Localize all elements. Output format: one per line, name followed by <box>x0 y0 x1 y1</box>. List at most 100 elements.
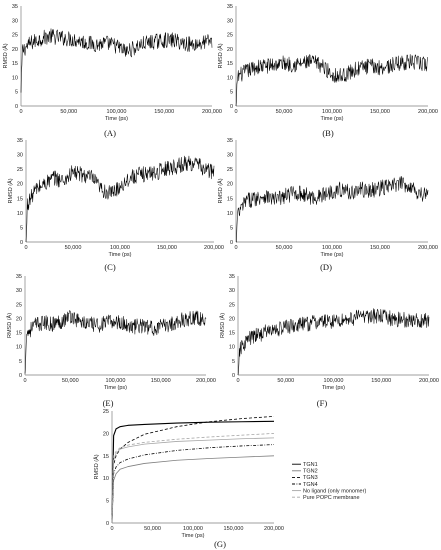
y-tick-label: 20 <box>227 47 233 53</box>
chart-panel-d: 0 5 10 15 20 25 30 35 0 50,000 100,000 150,000 200,0… <box>217 138 438 272</box>
y-tick-label: 30 <box>16 288 22 294</box>
x-tick-label: 150,000 <box>154 109 174 115</box>
y-axis-title: RMSD (Å) <box>6 313 13 338</box>
x-tick-label: 200,000 <box>418 245 438 251</box>
y-tick-label: 15 <box>103 454 109 460</box>
panel-label: (E) <box>103 398 114 408</box>
y-tick-label: 35 <box>16 274 22 280</box>
x-tick-label: 150,000 <box>371 378 391 384</box>
y-tick-label: 15 <box>227 196 233 202</box>
x-tick-label: 200,000 <box>419 378 439 384</box>
x-tick-label: 0 <box>110 526 113 532</box>
y-tick-label: 25 <box>227 167 233 173</box>
y-tick-label: 10 <box>103 476 109 482</box>
chart-panel-f: 0 5 10 15 20 25 30 35 0 50,000 100,000 150,000 200,0… <box>219 274 439 408</box>
x-axis-title: Time (ps) <box>105 116 128 122</box>
rmsd-series-line <box>24 310 207 374</box>
y-tick-label: 30 <box>227 18 233 24</box>
y-tick-label: 35 <box>229 274 235 280</box>
y-tick-label: 10 <box>227 75 233 81</box>
x-tick-label: 50,000 <box>60 109 77 115</box>
legend-entry: TGN3 <box>303 475 318 481</box>
series-line-tgn1 <box>111 420 275 524</box>
legend-entry: TGN1 <box>303 462 318 468</box>
y-tick-label: 0 <box>19 373 22 379</box>
y-tick-label: 20 <box>16 316 22 322</box>
y-tick-label: 25 <box>229 302 235 308</box>
y-tick-label: 20 <box>227 182 233 188</box>
x-axis-title: Time (ps) <box>108 252 131 258</box>
y-tick-label: 5 <box>106 499 109 505</box>
x-tick-label: 0 <box>24 245 27 251</box>
x-axis-title: Time (ps) <box>181 533 204 539</box>
chart-panel-c: 0 5 10 15 20 25 30 35 0 50,000 100,000 150,000 200,0… <box>7 138 224 272</box>
x-axis-title: Time (ps) <box>322 385 345 391</box>
series-line-tgn3 <box>111 415 275 524</box>
y-tick-label: 25 <box>17 167 23 173</box>
y-tick-label: 25 <box>227 33 233 39</box>
y-tick-label: 0 <box>230 240 233 246</box>
y-axis-title: RMSD (Å) <box>219 313 226 338</box>
panel-label: (D) <box>320 262 332 272</box>
y-tick-label: 20 <box>17 182 23 188</box>
y-tick-label: 5 <box>15 90 18 96</box>
x-tick-label: 100,000 <box>324 378 344 384</box>
panel-label: (F) <box>317 398 328 408</box>
y-axis-title: RMSD (Å) <box>217 43 224 68</box>
x-tick-label: 100,000 <box>106 378 126 384</box>
y-tick-label: 15 <box>16 331 22 337</box>
x-tick-label: 200,000 <box>264 526 284 532</box>
x-tick-label: 150,000 <box>151 378 171 384</box>
panel-label: (B) <box>322 128 334 138</box>
y-tick-label: 25 <box>103 409 109 415</box>
y-tick-label: 35 <box>227 4 233 10</box>
chart-panel-a: 0 5 10 15 20 25 30 35 0 50,000 100,000 150,000 200,0… <box>2 4 222 138</box>
y-tick-label: 5 <box>232 359 235 365</box>
y-tick-label: 0 <box>15 104 18 110</box>
panel-label: (C) <box>104 262 116 272</box>
x-tick-label: 150,000 <box>370 109 390 115</box>
rmsd-series-line <box>235 54 429 107</box>
y-tick-label: 5 <box>20 225 23 231</box>
series-line-no-ligand-only-monomer <box>111 437 275 524</box>
y-tick-label: 0 <box>230 104 233 110</box>
x-tick-label: 100,000 <box>110 245 130 251</box>
legend-entry: TGN2 <box>303 469 318 475</box>
x-tick-label: 100,000 <box>322 245 342 251</box>
y-tick-label: 0 <box>106 521 109 527</box>
y-tick-label: 35 <box>227 138 233 144</box>
x-tick-label: 0 <box>23 378 26 384</box>
y-tick-label: 20 <box>103 431 109 437</box>
x-tick-label: 100,000 <box>322 109 342 115</box>
y-axis-title: RMSD (Å) <box>217 178 224 203</box>
y-axis-title: RMSD (Å) <box>93 454 100 479</box>
y-tick-label: 30 <box>17 153 23 159</box>
x-tick-label: 0 <box>234 245 237 251</box>
x-tick-label: 50,000 <box>276 245 293 251</box>
y-tick-label: 15 <box>12 61 18 67</box>
y-tick-label: 0 <box>20 240 23 246</box>
x-tick-label: 200,000 <box>418 109 438 115</box>
y-tick-label: 10 <box>17 211 23 217</box>
legend-entry: TGN4 <box>303 482 318 488</box>
series-line-tgn2 <box>111 455 275 524</box>
x-tick-label: 200,000 <box>202 109 222 115</box>
x-tick-label: 50,000 <box>65 245 82 251</box>
y-tick-label: 20 <box>12 47 18 53</box>
chart-panel-g: 0 5 10 15 20 25 0 50,000 100,000 150,000 200,000 Ti… <box>93 409 366 549</box>
y-tick-label: 5 <box>19 359 22 365</box>
x-tick-label: 50,000 <box>276 109 293 115</box>
panel-label: (A) <box>104 128 116 138</box>
y-tick-label: 30 <box>227 153 233 159</box>
y-tick-label: 15 <box>227 61 233 67</box>
chart-panel-e: 0 5 10 15 20 25 30 35 0 50,000 100,000 150,000 200,0… <box>6 274 216 408</box>
y-tick-label: 15 <box>17 196 23 202</box>
x-tick-label: 150,000 <box>157 245 177 251</box>
y-tick-label: 35 <box>17 138 23 144</box>
legend-entry: No ligand (only monomer) <box>303 488 366 494</box>
x-tick-label: 50,000 <box>62 378 79 384</box>
x-tick-label: 150,000 <box>370 245 390 251</box>
y-tick-label: 10 <box>12 75 18 81</box>
